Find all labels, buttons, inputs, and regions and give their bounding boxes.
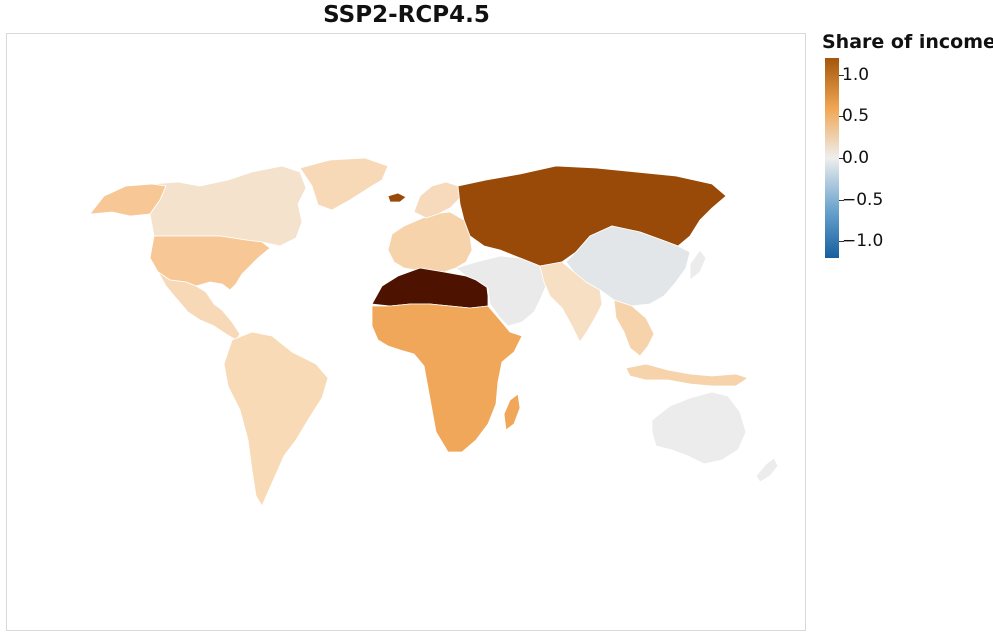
world-map <box>89 157 779 507</box>
region-scandinavia[interactable] <box>413 181 461 219</box>
legend-tick <box>839 116 844 118</box>
region-greenland[interactable] <box>299 157 389 211</box>
region-new-zealand[interactable] <box>755 457 779 483</box>
legend-title: Share of income <box>822 31 993 53</box>
region-iceland[interactable] <box>387 192 407 203</box>
legend-tick <box>839 74 844 76</box>
region-canada[interactable] <box>149 165 307 247</box>
region-south-america[interactable] <box>223 331 329 507</box>
legend-tick-label: −0.5 <box>842 189 884 210</box>
region-central-america[interactable] <box>157 271 241 341</box>
map-title: SSP2-RCP4.5 <box>323 2 490 28</box>
legend-colorbar <box>825 58 839 258</box>
legend-tick-label: 0.0 <box>842 148 870 168</box>
map-frame <box>6 33 806 631</box>
region-indonesia[interactable] <box>625 363 749 387</box>
region-madagascar[interactable] <box>503 393 521 431</box>
region-europe[interactable] <box>387 211 473 275</box>
region-sub-saharan-africa[interactable] <box>371 303 523 453</box>
legend-tick-label: −1.0 <box>842 231 884 252</box>
region-japan[interactable] <box>689 249 707 281</box>
region-southeast-asia[interactable] <box>613 299 655 357</box>
legend-tick-label: 1.0 <box>842 64 870 85</box>
region-india[interactable] <box>539 261 603 343</box>
region-middle-east[interactable] <box>455 255 553 327</box>
legend-tick <box>839 158 844 159</box>
legend-tick-label: 0.5 <box>842 106 870 127</box>
legend-tick <box>839 241 844 243</box>
region-australia[interactable] <box>651 391 747 465</box>
legend-tick <box>839 199 844 201</box>
